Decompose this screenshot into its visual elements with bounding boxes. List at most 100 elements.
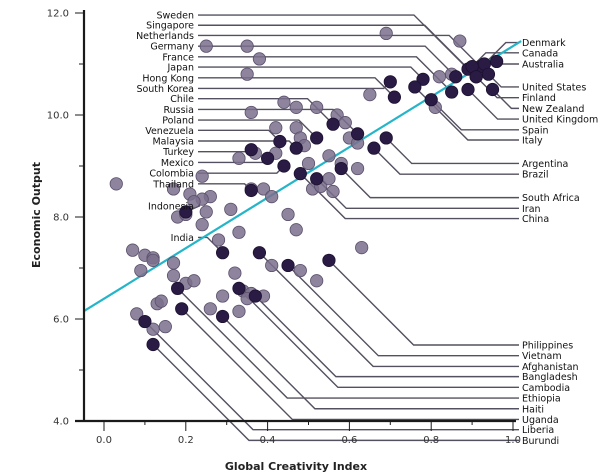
country-label: Poland — [162, 116, 194, 127]
y-tick-label: 6.0 — [53, 315, 69, 326]
data-point — [134, 263, 148, 278]
country-label: Haiti — [522, 404, 544, 415]
labeled-data-point — [326, 117, 340, 131]
leader-line — [198, 183, 252, 191]
country-label: Denmark — [522, 38, 566, 49]
labeled-data-point — [260, 151, 275, 165]
labeled-data-point — [310, 131, 324, 145]
labeled-data-point — [481, 67, 496, 81]
data-point — [281, 207, 295, 222]
x-axis-title: Global Creativity Index — [225, 460, 367, 473]
data-point — [289, 100, 303, 114]
labeled-data-point — [293, 167, 307, 181]
data-point — [232, 304, 246, 318]
leader-line — [181, 308, 519, 421]
leader-line — [198, 236, 224, 254]
data-point — [453, 34, 467, 48]
y-tick-label: 12.0 — [47, 9, 69, 20]
labeled-data-point — [175, 302, 189, 316]
country-label: Mexico — [161, 158, 194, 169]
labeled-data-point — [289, 141, 303, 155]
country-label: Liberia — [522, 425, 554, 436]
labeled-points — [138, 54, 504, 352]
leader-line — [198, 165, 285, 174]
leader-line — [198, 149, 252, 153]
labeled-data-point — [461, 82, 475, 97]
data-point — [338, 116, 352, 130]
labeled-data-point — [171, 281, 185, 295]
data-point — [166, 269, 181, 283]
labeled-data-point — [449, 70, 463, 84]
data-point — [244, 105, 258, 120]
data-point — [199, 39, 213, 53]
country-label: Philippines — [522, 341, 573, 352]
data-point — [310, 100, 324, 114]
country-label: New Zealand — [522, 104, 584, 115]
country-label: India — [171, 233, 194, 244]
leader-line — [483, 41, 519, 65]
leader-line — [385, 137, 519, 165]
leader-line — [238, 287, 519, 389]
labeled-data-point — [379, 131, 393, 145]
leader-line — [340, 168, 519, 199]
data-point — [109, 177, 123, 191]
leader-line — [177, 287, 519, 399]
country-label: Spain — [522, 125, 549, 136]
labeled-data-point — [273, 134, 287, 149]
labeled-data-point — [252, 246, 267, 260]
labeled-data-point — [424, 93, 438, 107]
data-point — [195, 169, 209, 183]
data-point — [301, 156, 316, 171]
data-point — [322, 149, 336, 163]
leader-line — [258, 252, 519, 368]
leader-line — [316, 178, 519, 210]
data-point — [432, 70, 446, 84]
country-label: Brazil — [522, 170, 549, 181]
country-label: Italy — [522, 135, 543, 146]
data-point — [240, 39, 254, 53]
data-point — [211, 233, 226, 247]
leader-lines — [144, 14, 519, 442]
leader-line — [287, 264, 519, 357]
labeled-data-point — [322, 253, 336, 267]
data-point — [379, 26, 393, 41]
y-axis-ticks: 4.0 6.0 8.0 10.0 12.0 — [47, 9, 84, 428]
labeled-data-point — [445, 85, 459, 99]
leader-line — [328, 259, 519, 346]
leader-line — [198, 34, 481, 68]
data-point — [126, 243, 140, 257]
data-point — [350, 161, 365, 176]
country-label: France — [162, 52, 194, 63]
leader-line — [198, 24, 477, 78]
labeled-data-point — [281, 258, 295, 273]
data-point — [199, 205, 213, 219]
country-label: South Korea — [136, 84, 194, 95]
data-point — [166, 182, 181, 196]
country-label: Sweden — [156, 11, 194, 22]
country-label: Vietnam — [522, 351, 562, 362]
country-label: Bangladesh — [522, 372, 578, 383]
labeled-data-point — [387, 90, 401, 104]
leader-line — [152, 344, 519, 442]
leader-line — [198, 81, 391, 90]
data-point — [293, 263, 307, 278]
data-point — [166, 256, 181, 270]
country-label: Netherlands — [136, 31, 194, 42]
country-label: Thailand — [152, 179, 194, 190]
leader-line — [430, 99, 519, 131]
country-label: Germany — [150, 42, 194, 53]
data-point — [355, 241, 369, 255]
leader-line — [467, 89, 519, 120]
data-point — [265, 258, 279, 273]
leader-line — [222, 315, 519, 410]
data-point — [216, 289, 230, 303]
country-label: Afghanistan — [522, 362, 579, 373]
labeled-data-point — [232, 281, 246, 295]
country-label: Iran — [522, 204, 541, 215]
country-label: Chile — [170, 94, 194, 105]
data-point — [187, 274, 201, 288]
data-point — [232, 151, 246, 165]
country-label: Colombia — [149, 169, 194, 180]
labeled-data-point — [146, 337, 160, 352]
